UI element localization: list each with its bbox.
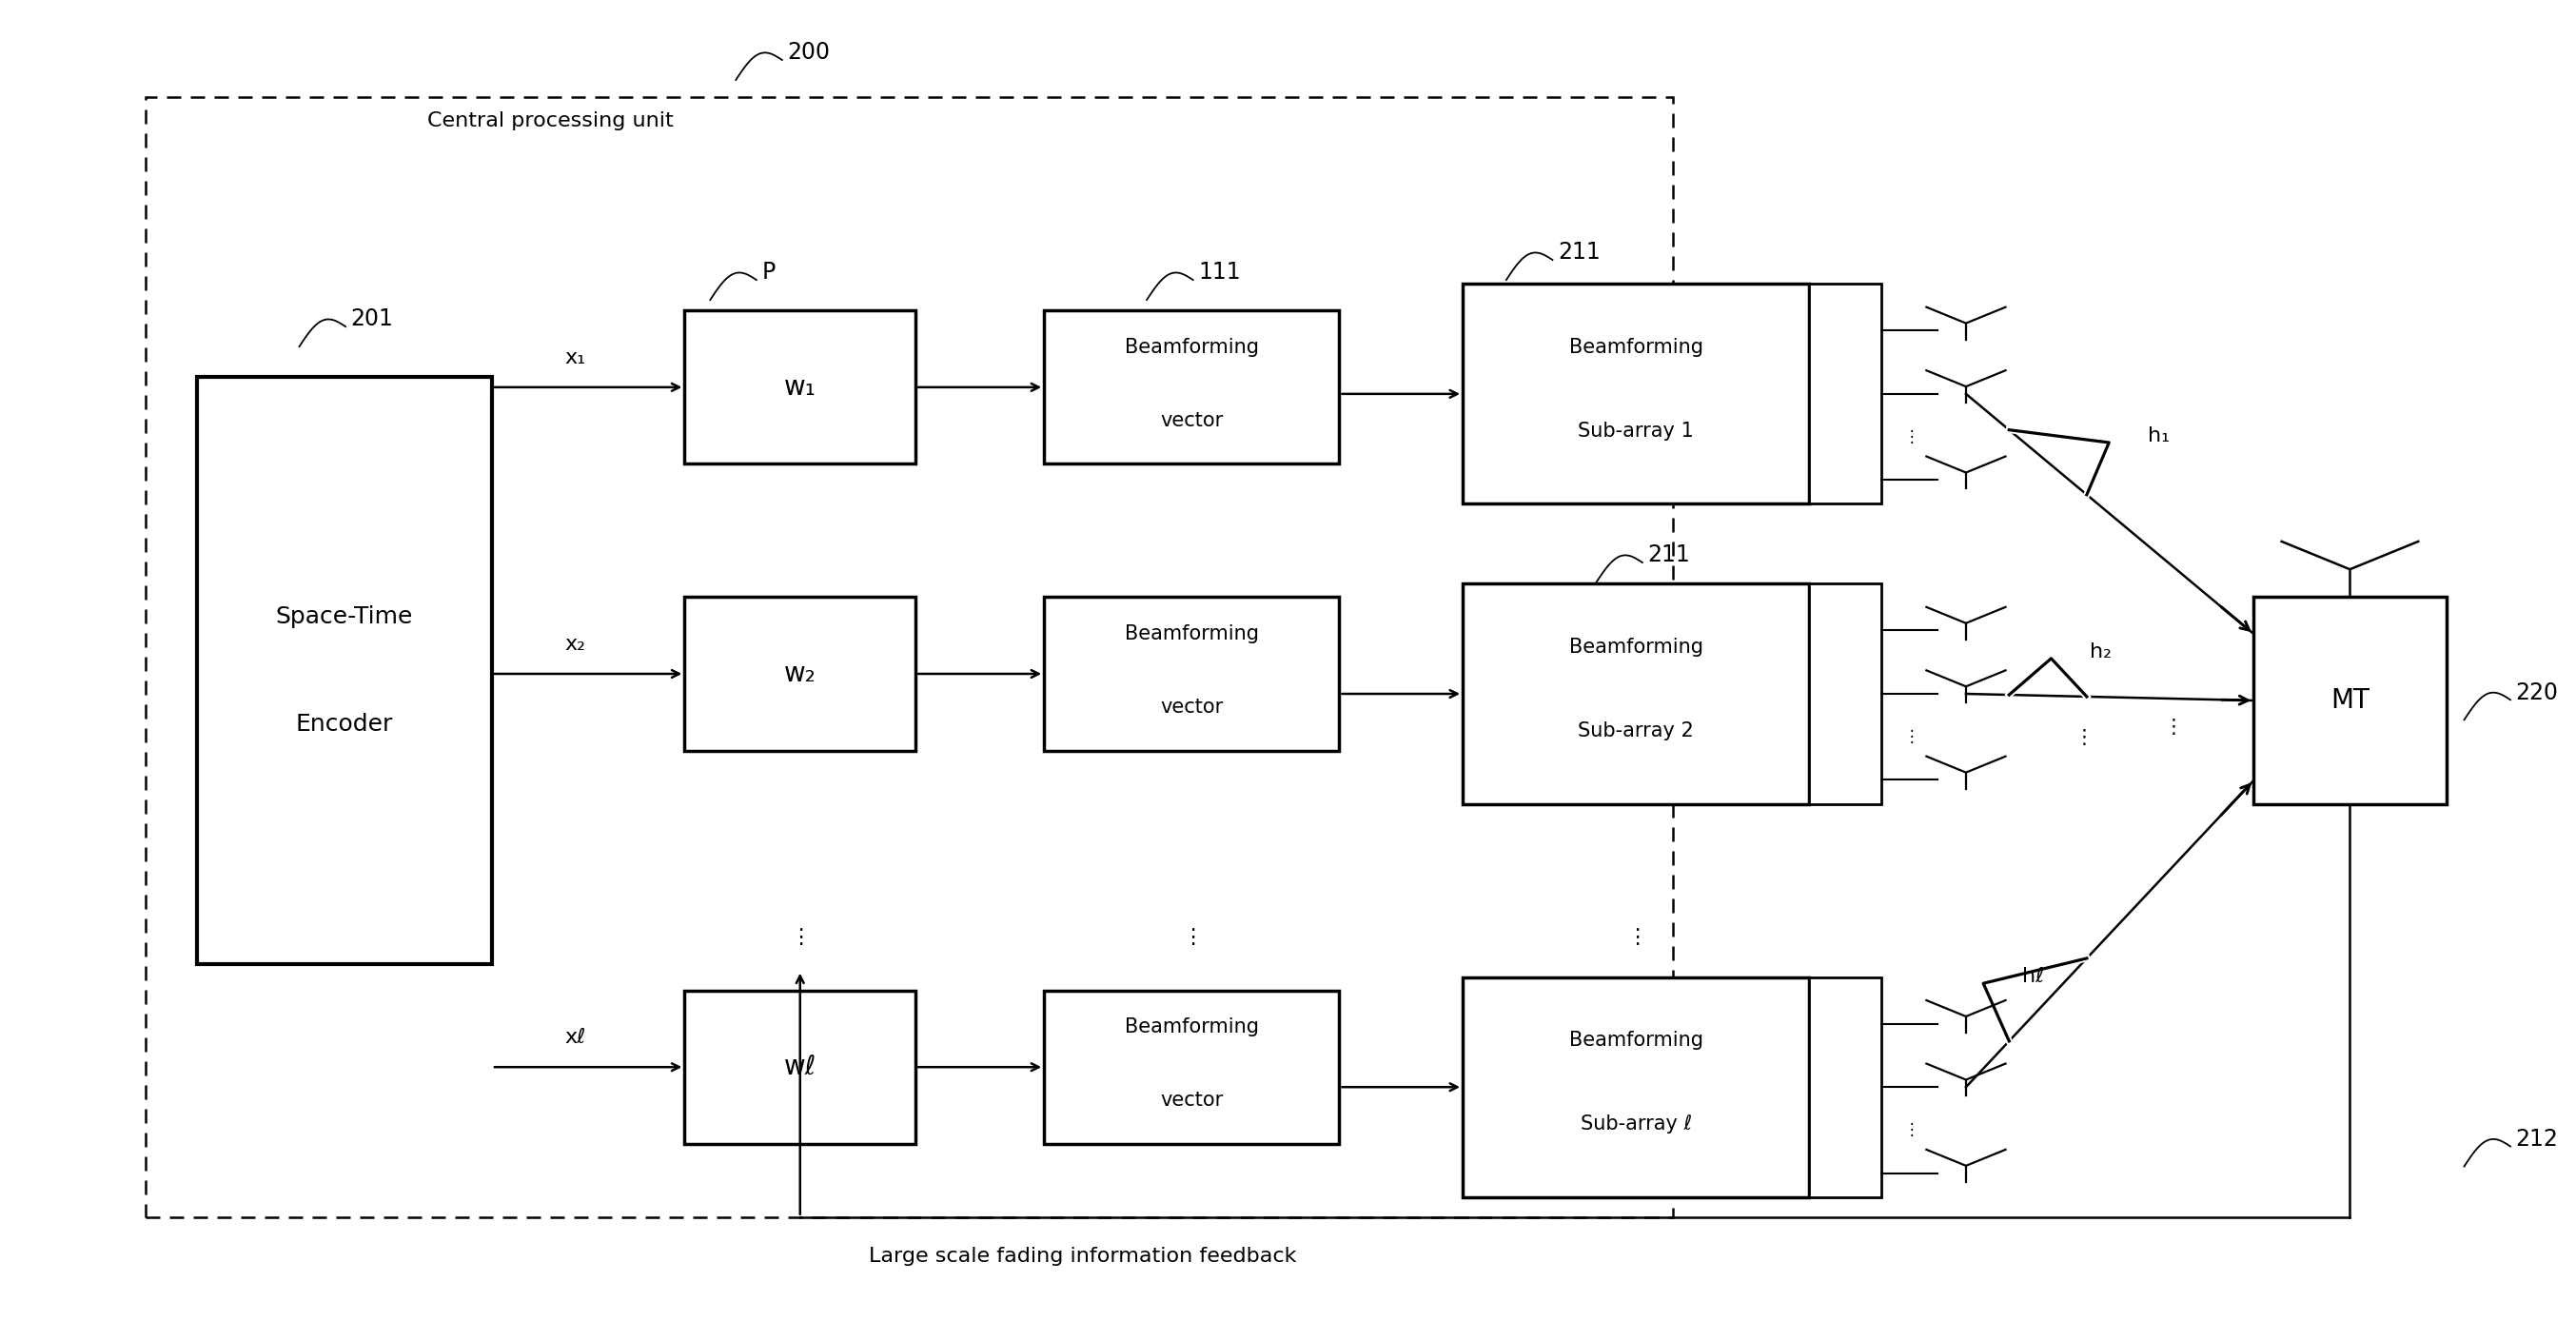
- Bar: [1463, 978, 1808, 1198]
- Text: vector: vector: [1159, 412, 1224, 430]
- Text: xℓ: xℓ: [564, 1029, 585, 1047]
- Bar: [1043, 991, 1340, 1144]
- Text: x₂: x₂: [564, 634, 585, 654]
- Text: ⋮: ⋮: [1182, 928, 1203, 947]
- Bar: [685, 597, 914, 751]
- Text: Sub-array ℓ: Sub-array ℓ: [1579, 1114, 1692, 1134]
- Bar: [1043, 597, 1340, 751]
- Text: ⋮: ⋮: [2164, 717, 2184, 736]
- Bar: [685, 311, 914, 464]
- Text: ⋮: ⋮: [1625, 928, 1649, 947]
- Text: w₂: w₂: [783, 661, 817, 687]
- Text: MT: MT: [2331, 687, 2370, 713]
- Text: ⋮: ⋮: [1904, 728, 1919, 746]
- Text: Beamforming: Beamforming: [1569, 1031, 1703, 1050]
- Bar: [685, 991, 914, 1144]
- Text: 200: 200: [788, 42, 829, 64]
- Text: P: P: [762, 261, 775, 284]
- Text: h₁: h₁: [2148, 426, 2169, 445]
- Text: w₁: w₁: [783, 374, 817, 401]
- Text: ⋮: ⋮: [1904, 1121, 1919, 1139]
- Text: Beamforming: Beamforming: [1126, 625, 1260, 644]
- Text: 111: 111: [1198, 261, 1242, 284]
- Text: Encoder: Encoder: [296, 712, 394, 735]
- Bar: [1808, 583, 1880, 803]
- Text: h₂: h₂: [2089, 642, 2112, 661]
- Bar: [1808, 284, 1880, 504]
- Bar: [1043, 311, 1340, 464]
- Text: ⋮: ⋮: [788, 928, 811, 947]
- Text: 211: 211: [1558, 241, 1600, 264]
- Text: Sub-array 1: Sub-array 1: [1579, 421, 1695, 441]
- Text: Sub-array 2: Sub-array 2: [1579, 721, 1695, 740]
- Bar: [2254, 597, 2447, 803]
- Bar: [196, 377, 492, 964]
- Text: 211: 211: [1649, 543, 1690, 566]
- Bar: [144, 98, 1674, 1218]
- Text: ⋮: ⋮: [1904, 428, 1919, 445]
- Text: ⋮: ⋮: [2074, 728, 2094, 747]
- Text: Beamforming: Beamforming: [1126, 1018, 1260, 1037]
- Text: vector: vector: [1159, 697, 1224, 716]
- Text: hℓ: hℓ: [2022, 967, 2045, 986]
- Text: Beamforming: Beamforming: [1569, 638, 1703, 657]
- Text: 220: 220: [2517, 681, 2558, 704]
- Text: 201: 201: [350, 307, 394, 331]
- Text: x₁: x₁: [564, 349, 585, 367]
- Text: Space-Time: Space-Time: [276, 606, 412, 629]
- Text: Large scale fading information feedback: Large scale fading information feedback: [868, 1246, 1296, 1266]
- Text: Beamforming: Beamforming: [1126, 338, 1260, 357]
- Text: wℓ: wℓ: [783, 1054, 817, 1081]
- Text: 212: 212: [2517, 1128, 2558, 1151]
- Text: Beamforming: Beamforming: [1569, 338, 1703, 357]
- Bar: [1808, 978, 1880, 1198]
- Bar: [1463, 583, 1808, 803]
- Text: Central processing unit: Central processing unit: [428, 111, 675, 130]
- Text: vector: vector: [1159, 1090, 1224, 1110]
- Bar: [1463, 284, 1808, 504]
